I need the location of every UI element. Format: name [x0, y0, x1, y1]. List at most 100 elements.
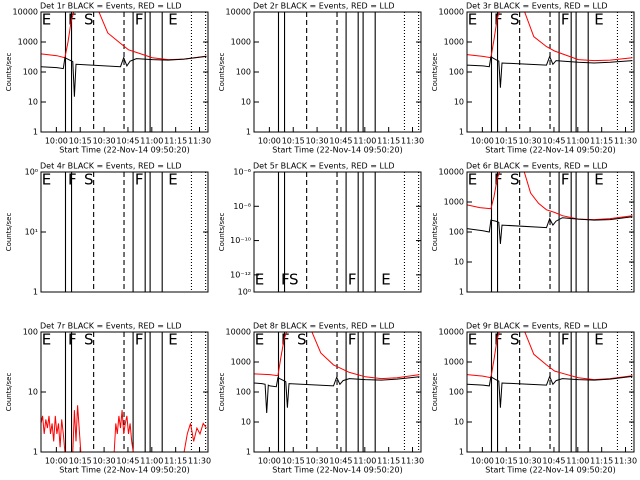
marker-label: E [381, 331, 390, 349]
y-tick-label: 10 [454, 418, 464, 427]
marker-label: S [84, 11, 94, 29]
marker-label: E [255, 271, 264, 289]
x-axis-label: Start Time (22-Nov-14 09:50:20) [59, 146, 189, 155]
y-tick-label: 10 [241, 418, 251, 427]
y-tick-label: 10⁻⁸ [233, 202, 251, 211]
x-tick-label: 11:15 [590, 137, 613, 146]
panel-title: Det 1r BLACK = Events, RED = LLD [40, 2, 182, 11]
x-tick-label: 10:45 [116, 457, 139, 466]
x-tick-label: 10:15 [282, 137, 305, 146]
y-tick-label: 100 [236, 388, 251, 397]
panel: Det 2r BLACK = Events, RED = LLD Counts/s… [218, 2, 424, 155]
x-axis-label: Start Time (22-Nov-14 09:50:20) [485, 146, 615, 155]
panel: Det 3r BLACK = Events, RED = LLD Counts/s… [431, 2, 637, 155]
y-tick-label: 1 [33, 448, 38, 457]
y-tick-label: 1000 [444, 358, 464, 367]
marker-label: E [42, 171, 51, 189]
x-axis-label: Start Time (22-Nov-14 09:50:20) [272, 146, 402, 155]
x-tick-label: 11:15 [590, 457, 613, 466]
x-tick-label: 10:15 [495, 457, 518, 466]
marker-label: F [561, 171, 570, 189]
y-tick-label: 1 [459, 288, 464, 297]
marker-label: E [594, 171, 603, 189]
y-tick-label: 100 [236, 68, 251, 77]
x-tick-label: 10:45 [116, 137, 139, 146]
data-line [467, 55, 633, 88]
y-tick-label: 1000 [444, 198, 464, 207]
plot-frame [253, 11, 422, 133]
data-line [467, 216, 633, 244]
marker-label: F [494, 11, 503, 29]
y-tick-label: 10 [241, 98, 251, 107]
x-tick-label: 11:00 [353, 457, 376, 466]
y-tick-label: 100 [23, 68, 38, 77]
plot-frame [253, 331, 422, 453]
y-axis-label: Counts/sec [431, 373, 439, 412]
x-tick-label: 10:00 [258, 137, 281, 146]
x-tick-label: 11:00 [140, 457, 163, 466]
panel: Det 8r BLACK = Events, RED = LLD Counts/s… [218, 322, 424, 475]
y-tick-label: 10⁻⁶ [233, 168, 251, 177]
x-tick-label: 11:00 [353, 137, 376, 146]
marker-label: S [510, 11, 520, 29]
marker-label: F [135, 331, 144, 349]
y-tick-label: 10000 [13, 8, 38, 17]
marker-label: S [84, 171, 94, 189]
x-tick-label: 10:45 [329, 457, 352, 466]
x-tick-label: 11:30 [188, 457, 211, 466]
x-tick-label: 11:15 [164, 137, 187, 146]
x-tick-label: 10:00 [45, 457, 68, 466]
y-tick-label: 10 [454, 98, 464, 107]
x-tick-label: 10:30 [519, 137, 542, 146]
y-tick-label: 10⁰ [238, 288, 251, 297]
y-tick-label: 1 [33, 288, 38, 297]
y-tick-label: 1000 [444, 38, 464, 47]
y-tick-label: 1000 [231, 358, 251, 367]
panel-title: Det 3r BLACK = Events, RED = LLD [466, 2, 608, 11]
x-tick-label: 10:45 [542, 137, 565, 146]
x-tick-label: 10:00 [45, 137, 68, 146]
y-tick-label: 10⁻¹⁰ [230, 236, 251, 245]
y-tick-label: 100 [449, 388, 464, 397]
panel-title: Det 2r BLACK = Events, RED = LLD [253, 2, 395, 11]
x-axis-label: Start Time (22-Nov-14 09:50:20) [272, 466, 402, 475]
x-tick-label: 10:30 [93, 137, 116, 146]
panel: Det 6r BLACK = Events, RED = LLD Counts/s… [431, 162, 635, 297]
x-tick-label: 11:00 [566, 457, 589, 466]
y-tick-label: 100 [23, 328, 38, 337]
y-tick-label: 10¹ [25, 228, 38, 237]
x-tick-label: 11:15 [377, 457, 400, 466]
data-line [41, 405, 207, 452]
marker-label: E [468, 331, 477, 349]
marker-label: E [594, 11, 603, 29]
plot-frame [253, 171, 422, 293]
data-line [41, 12, 207, 61]
x-tick-label: 10:15 [69, 457, 92, 466]
marker-label: F [68, 171, 77, 189]
x-tick-label: 11:30 [614, 457, 637, 466]
y-axis-label: Counts/sec [5, 373, 13, 412]
plot-frame [466, 171, 635, 293]
data-line [41, 55, 207, 97]
marker-label: F [281, 271, 290, 289]
x-tick-label: 11:30 [401, 457, 424, 466]
plot-frame [40, 11, 209, 133]
panel-title: Det 4r BLACK = Events, RED = LLD [40, 162, 182, 171]
y-tick-label: 10000 [226, 328, 251, 337]
marker-label: F [135, 171, 144, 189]
marker-label: S [297, 331, 307, 349]
y-tick-label: 10000 [439, 8, 464, 17]
marker-label: E [168, 171, 177, 189]
data-line [254, 375, 420, 414]
marker-label: F [68, 331, 77, 349]
marker-label: E [42, 11, 51, 29]
data-line [254, 332, 420, 380]
y-tick-label: 1 [246, 128, 251, 137]
y-tick-label: 1000 [231, 38, 251, 47]
x-tick-label: 10:00 [258, 457, 281, 466]
marker-label: F [561, 11, 570, 29]
marker-label: E [468, 171, 477, 189]
marker-label: F [68, 11, 77, 29]
panel: Det 9r BLACK = Events, RED = LLD Counts/s… [431, 322, 637, 475]
